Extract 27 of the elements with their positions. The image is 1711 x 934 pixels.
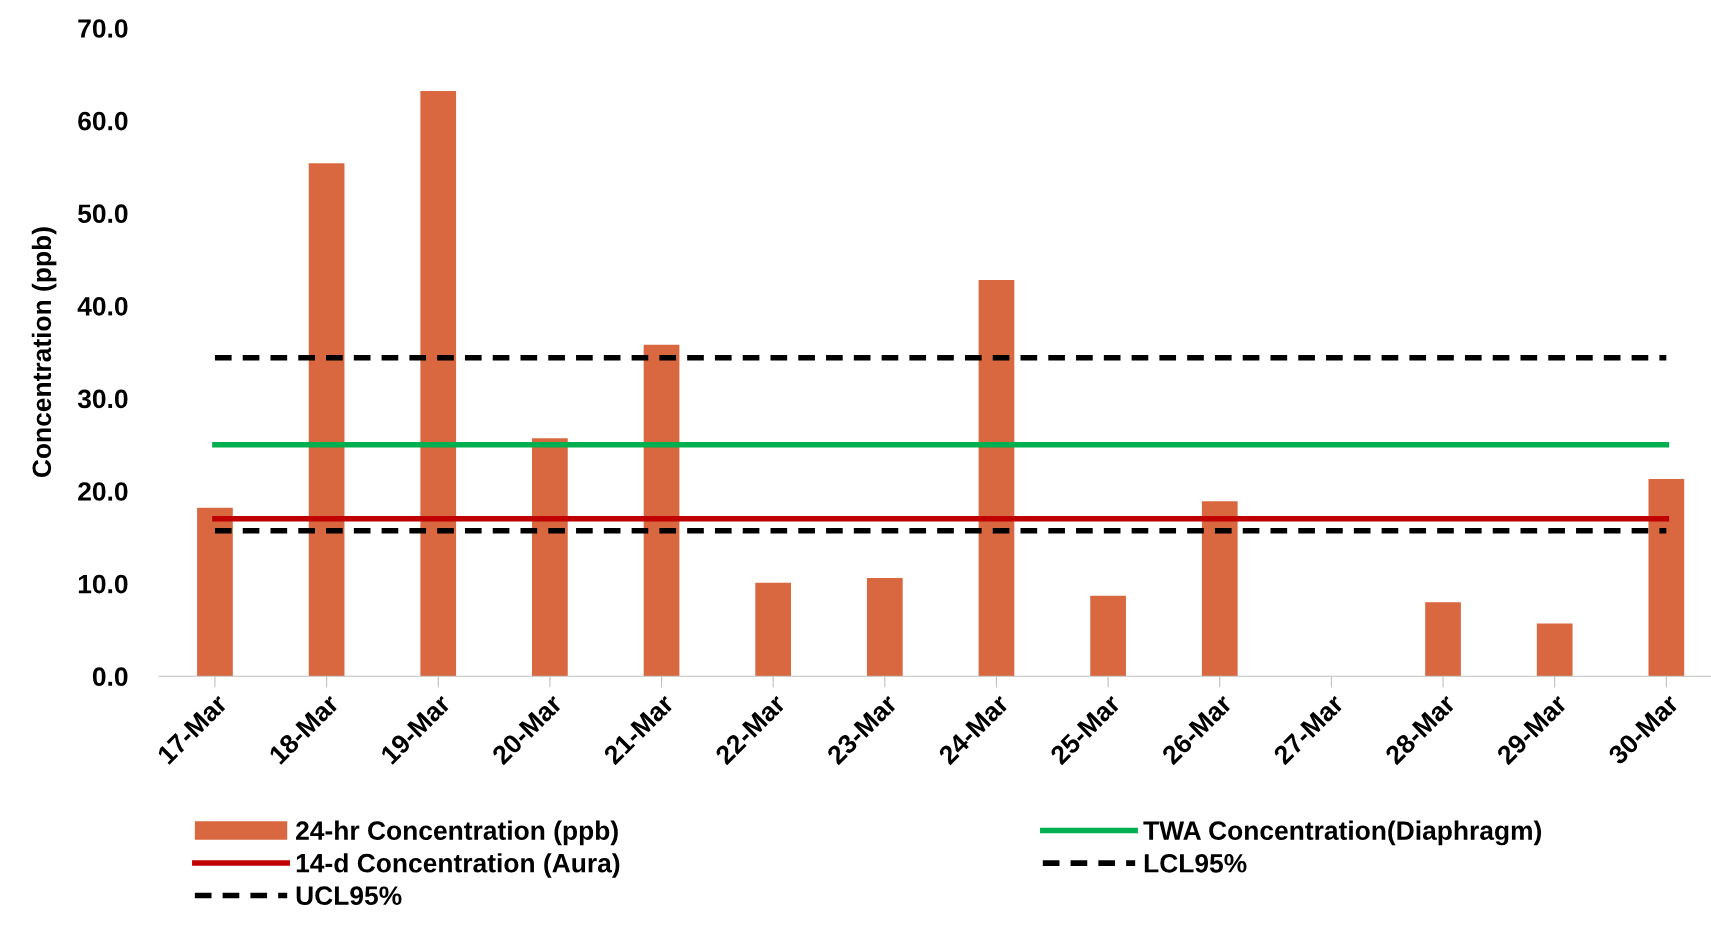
legend-label: 24-hr Concentration (ppb) (296, 820, 618, 846)
legend-label: LCL95% (1144, 853, 1247, 873)
bar (755, 582, 792, 677)
bar (978, 279, 1015, 677)
bar (1425, 602, 1461, 677)
bar (197, 507, 233, 677)
legend-label: TWA Concentration(Diaphragm) (1143, 820, 1542, 846)
bar (866, 578, 903, 677)
bar (1648, 478, 1685, 677)
y-tick-label: 60.0 (78, 111, 128, 131)
y-tick-label: 50.0 (78, 204, 128, 224)
y-tick-label: 30.0 (77, 389, 128, 409)
bar (532, 438, 568, 677)
y-tick-label: 70.0 (78, 19, 128, 38)
y-tick-label: 20.0 (78, 482, 128, 501)
y-tick-label: 0.0 (92, 667, 128, 687)
bar (420, 90, 457, 677)
y-tick-label: 10.0 (78, 574, 128, 594)
bar (1536, 623, 1573, 677)
legend-label: 14-d Concentration (Aura) (296, 853, 620, 878)
legend-label: UCL95% (296, 886, 402, 906)
bar (308, 163, 345, 677)
bar (643, 344, 680, 677)
bar (1090, 595, 1126, 677)
y-axis-title: Concentration (ppb) (31, 227, 57, 478)
bar (1201, 501, 1238, 677)
y-tick-label: 40.0 (77, 296, 128, 316)
